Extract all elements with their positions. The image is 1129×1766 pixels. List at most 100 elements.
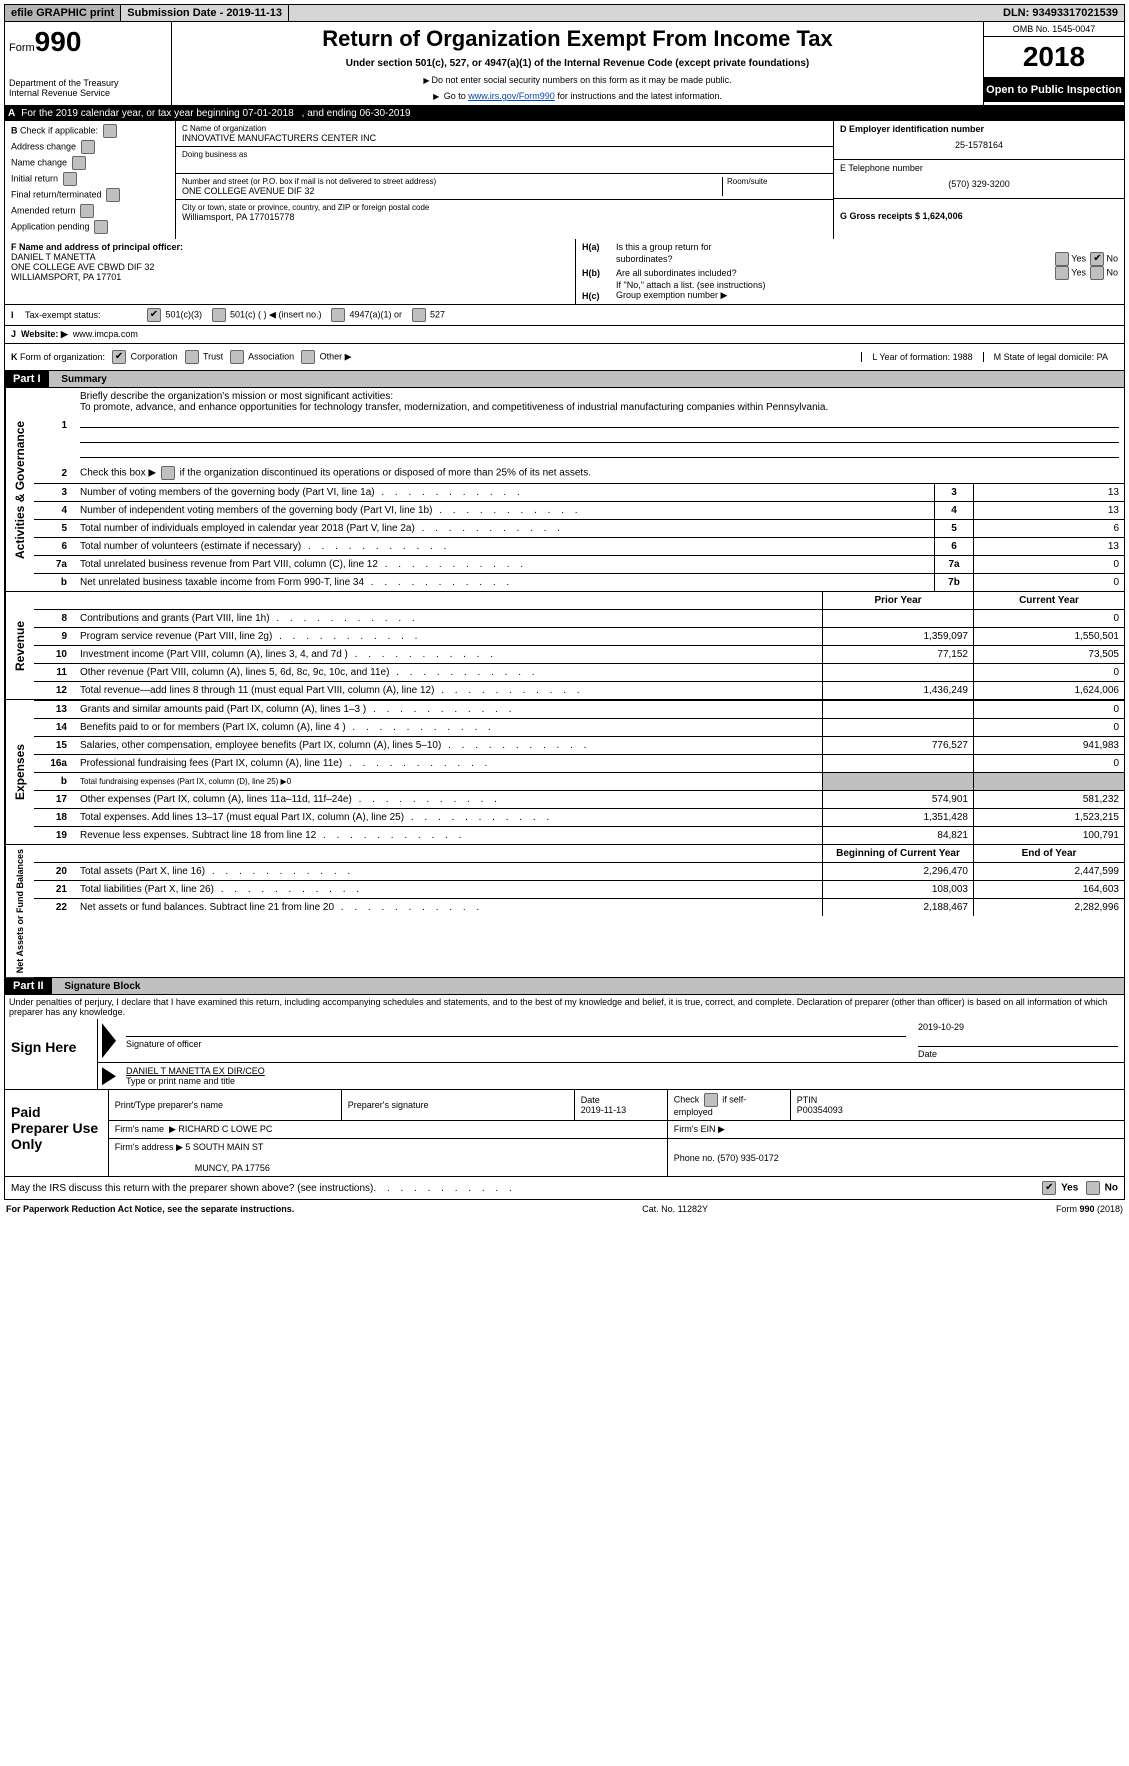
preparer-name-label: Print/Type preparer's name (109, 1090, 342, 1121)
sig-officer-label: Signature of officer (126, 1039, 201, 1049)
ha-label: H(a) (582, 242, 616, 252)
omb-number: OMB No. 1545-0047 (984, 22, 1124, 37)
e-label: E Telephone number (840, 163, 1118, 173)
col-b: B Check if applicable: Address change Na… (5, 121, 176, 239)
netassets-section: Net Assets or Fund Balances Beginning of… (4, 845, 1125, 978)
ein-value: 25-1578164 (840, 134, 1118, 156)
section-bcd: B Check if applicable: Address change Na… (4, 121, 1125, 239)
penalties-text: Under penalties of perjury, I declare th… (4, 995, 1125, 1019)
officer-name: DANIEL T MANETTA (11, 252, 96, 262)
officer-addr2: WILLIAMSPORT, PA 17701 (11, 272, 121, 282)
city-value: Williamsport, PA 177015778 (182, 212, 827, 222)
org-form-checkbox[interactable] (185, 350, 199, 364)
mission-text: To promote, advance, and enhance opportu… (80, 402, 828, 413)
irs-label: Internal Revenue Service (9, 88, 167, 98)
tax-status-checkbox[interactable] (412, 308, 426, 322)
note-goto: Go to www.irs.gov/Form990 for instructio… (176, 91, 979, 101)
part1-label: Part I (5, 371, 49, 387)
org-form-checkbox[interactable] (112, 350, 126, 364)
form-title: Return of Organization Exempt From Incom… (176, 26, 979, 52)
colb-item: Application pending (11, 220, 169, 234)
l1-label: Briefly describe the organization's miss… (80, 391, 393, 402)
part2-title: Signature Block (54, 981, 140, 992)
col-h: H(a)Is this a group return for subordina… (576, 239, 1124, 304)
l2-checkbox[interactable] (161, 466, 175, 480)
col-f: F Name and address of principal officer:… (5, 239, 576, 304)
phone-value: (570) 329-3200 (840, 173, 1118, 195)
form-number: Form990 (9, 26, 167, 58)
sig-name: DANIEL T MANETTA EX DIR/CEO (126, 1066, 265, 1076)
colb-checkbox[interactable] (94, 220, 108, 234)
row-fh: F Name and address of principal officer:… (4, 239, 1125, 305)
side-activities: Activities & Governance (5, 388, 34, 591)
part2-header: Part II Signature Block (4, 978, 1125, 995)
calendar-year-text: For the 2019 calendar year, or tax year … (21, 108, 293, 119)
ha-yes-checkbox[interactable] (1055, 252, 1069, 266)
dept-treasury: Department of the Treasury (9, 78, 167, 88)
firm-addr: 5 SOUTH MAIN ST (185, 1142, 263, 1152)
form-word: Form (9, 42, 35, 54)
col-c: C Name of organizationINNOVATIVE MANUFAC… (176, 121, 834, 239)
firm-city: MUNCY, PA 17756 (115, 1163, 270, 1173)
note2-pre: Go to (444, 91, 469, 101)
org-form-checkbox[interactable] (301, 350, 315, 364)
may-text: May the IRS discuss this return with the… (11, 1183, 373, 1194)
form-subtitle: Under section 501(c), 527, or 4947(a)(1)… (176, 58, 979, 69)
sig-arrow-icon (102, 1023, 116, 1058)
current-year-hdr: Current Year (974, 592, 1125, 610)
state-domicile: M State of legal domicile: PA (983, 352, 1118, 362)
colb-checkbox[interactable] (81, 140, 95, 154)
org-form-checkbox[interactable] (230, 350, 244, 364)
ha-no-checkbox[interactable] (1090, 252, 1104, 266)
paid-preparer-block: Paid Preparer Use Only Print/Type prepar… (4, 1090, 1125, 1177)
colb-checkbox[interactable] (72, 156, 86, 170)
side-netassets: Net Assets or Fund Balances (5, 845, 34, 977)
colb-item: Name change (11, 156, 169, 170)
colb-checkbox[interactable] (106, 188, 120, 202)
hb-no-checkbox[interactable] (1090, 266, 1104, 280)
tax-status-checkbox[interactable] (147, 308, 161, 322)
firm-phone: Phone no. (570) 935-0172 (667, 1139, 1124, 1177)
ptin-value: P00354093 (797, 1105, 843, 1115)
may-yes-checkbox[interactable] (1042, 1181, 1056, 1195)
hb-yes-checkbox[interactable] (1055, 266, 1069, 280)
part2-label: Part II (5, 978, 52, 994)
sign-here-label: Sign Here (5, 1019, 98, 1089)
form-header: Form990 Department of the Treasury Inter… (4, 22, 1125, 106)
form990-link[interactable]: www.irs.gov/Form990 (468, 91, 555, 101)
ha-text2: subordinates? (616, 254, 673, 264)
colb-checkbox[interactable] (80, 204, 94, 218)
checkbox-applicable[interactable] (103, 124, 117, 138)
submission-date: Submission Date - 2019-11-13 (121, 5, 289, 21)
firm-addr-label: Firm's address ▶ (115, 1142, 183, 1152)
col-d: D Employer identification number25-15781… (834, 121, 1124, 239)
org-name: INNOVATIVE MANUFACTURERS CENTER INC (182, 133, 827, 143)
ha-no: No (1106, 253, 1118, 263)
colb-item: Initial return (11, 172, 169, 186)
letter-j: J (11, 329, 16, 339)
part1-header: Part I Summary (4, 371, 1125, 388)
topbar: efile GRAPHIC print Submission Date - 20… (4, 4, 1125, 22)
room-label: Room/suite (727, 177, 827, 186)
may-no-checkbox[interactable] (1086, 1181, 1100, 1195)
tax-status-checkbox[interactable] (212, 308, 226, 322)
colb-checkbox[interactable] (63, 172, 77, 186)
hc-text: Group exemption number ▶ (616, 290, 727, 301)
side-expenses: Expenses (5, 700, 34, 844)
self-employed-checkbox[interactable] (704, 1093, 718, 1107)
firm-name: RICHARD C LOWE PC (178, 1124, 272, 1134)
sig-name-label: Type or print name and title (126, 1076, 235, 1086)
dln: DLN: 93493317021539 (997, 5, 1124, 21)
side-revenue: Revenue (5, 592, 34, 699)
note-ssn: Do not enter social security numbers on … (176, 75, 979, 85)
may-no: No (1105, 1183, 1118, 1194)
website-value: www.imcpa.com (73, 329, 138, 339)
l2-label: Check this box ▶ (80, 468, 156, 479)
row-a: A For the 2019 calendar year, or tax yea… (4, 106, 1125, 121)
hb-note: If "No," attach a list. (see instruction… (582, 280, 1118, 290)
tax-status-checkbox[interactable] (331, 308, 345, 322)
firm-name-label: Firm's name (115, 1124, 164, 1134)
row-j: J Website: ▶ www.imcpa.com (4, 326, 1125, 344)
firm-ein-label: Firm's EIN ▶ (667, 1121, 1124, 1139)
ha-yes: Yes (1071, 253, 1086, 263)
